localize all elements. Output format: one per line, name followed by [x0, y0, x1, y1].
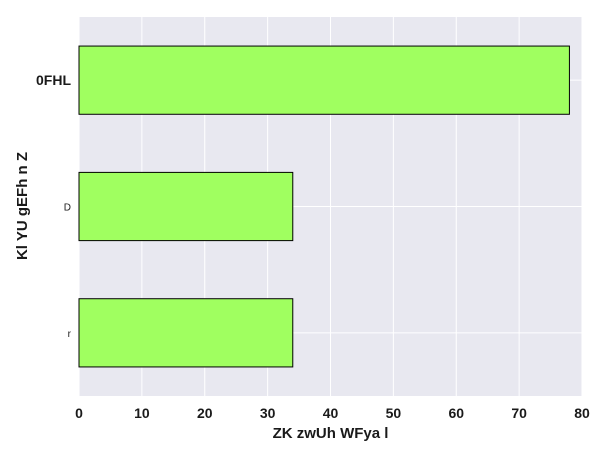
x-tick-label-3: 30: [260, 405, 276, 421]
x-axis-title: ZK zwUh WFya l: [273, 425, 389, 442]
y-tick-label-2: 0FHL: [36, 72, 71, 88]
x-tick-label-6: 60: [448, 405, 464, 421]
x-axis-ticks: 0 10 20 30 40 50 60 70 80: [75, 405, 590, 421]
bar-1: [78, 171, 294, 242]
y-axis-ticks: r D 0FHL: [36, 72, 72, 340]
x-tick-label-0: 0: [75, 405, 83, 421]
y-tick-label-1: D: [64, 203, 71, 214]
bar-0: [78, 298, 294, 368]
x-tick-label-1: 10: [134, 405, 150, 421]
x-tick-label-5: 50: [386, 405, 402, 421]
x-tick-label-8: 80: [574, 405, 590, 421]
y-axis-title: Kl YU gEFh n Z: [14, 152, 31, 260]
bar-2: [78, 45, 570, 115]
x-tick-label-4: 40: [323, 405, 339, 421]
y-tick-label-0: r: [68, 329, 72, 340]
x-tick-label-2: 20: [197, 405, 213, 421]
bars: [78, 45, 570, 368]
x-tick-label-7: 70: [511, 405, 527, 421]
